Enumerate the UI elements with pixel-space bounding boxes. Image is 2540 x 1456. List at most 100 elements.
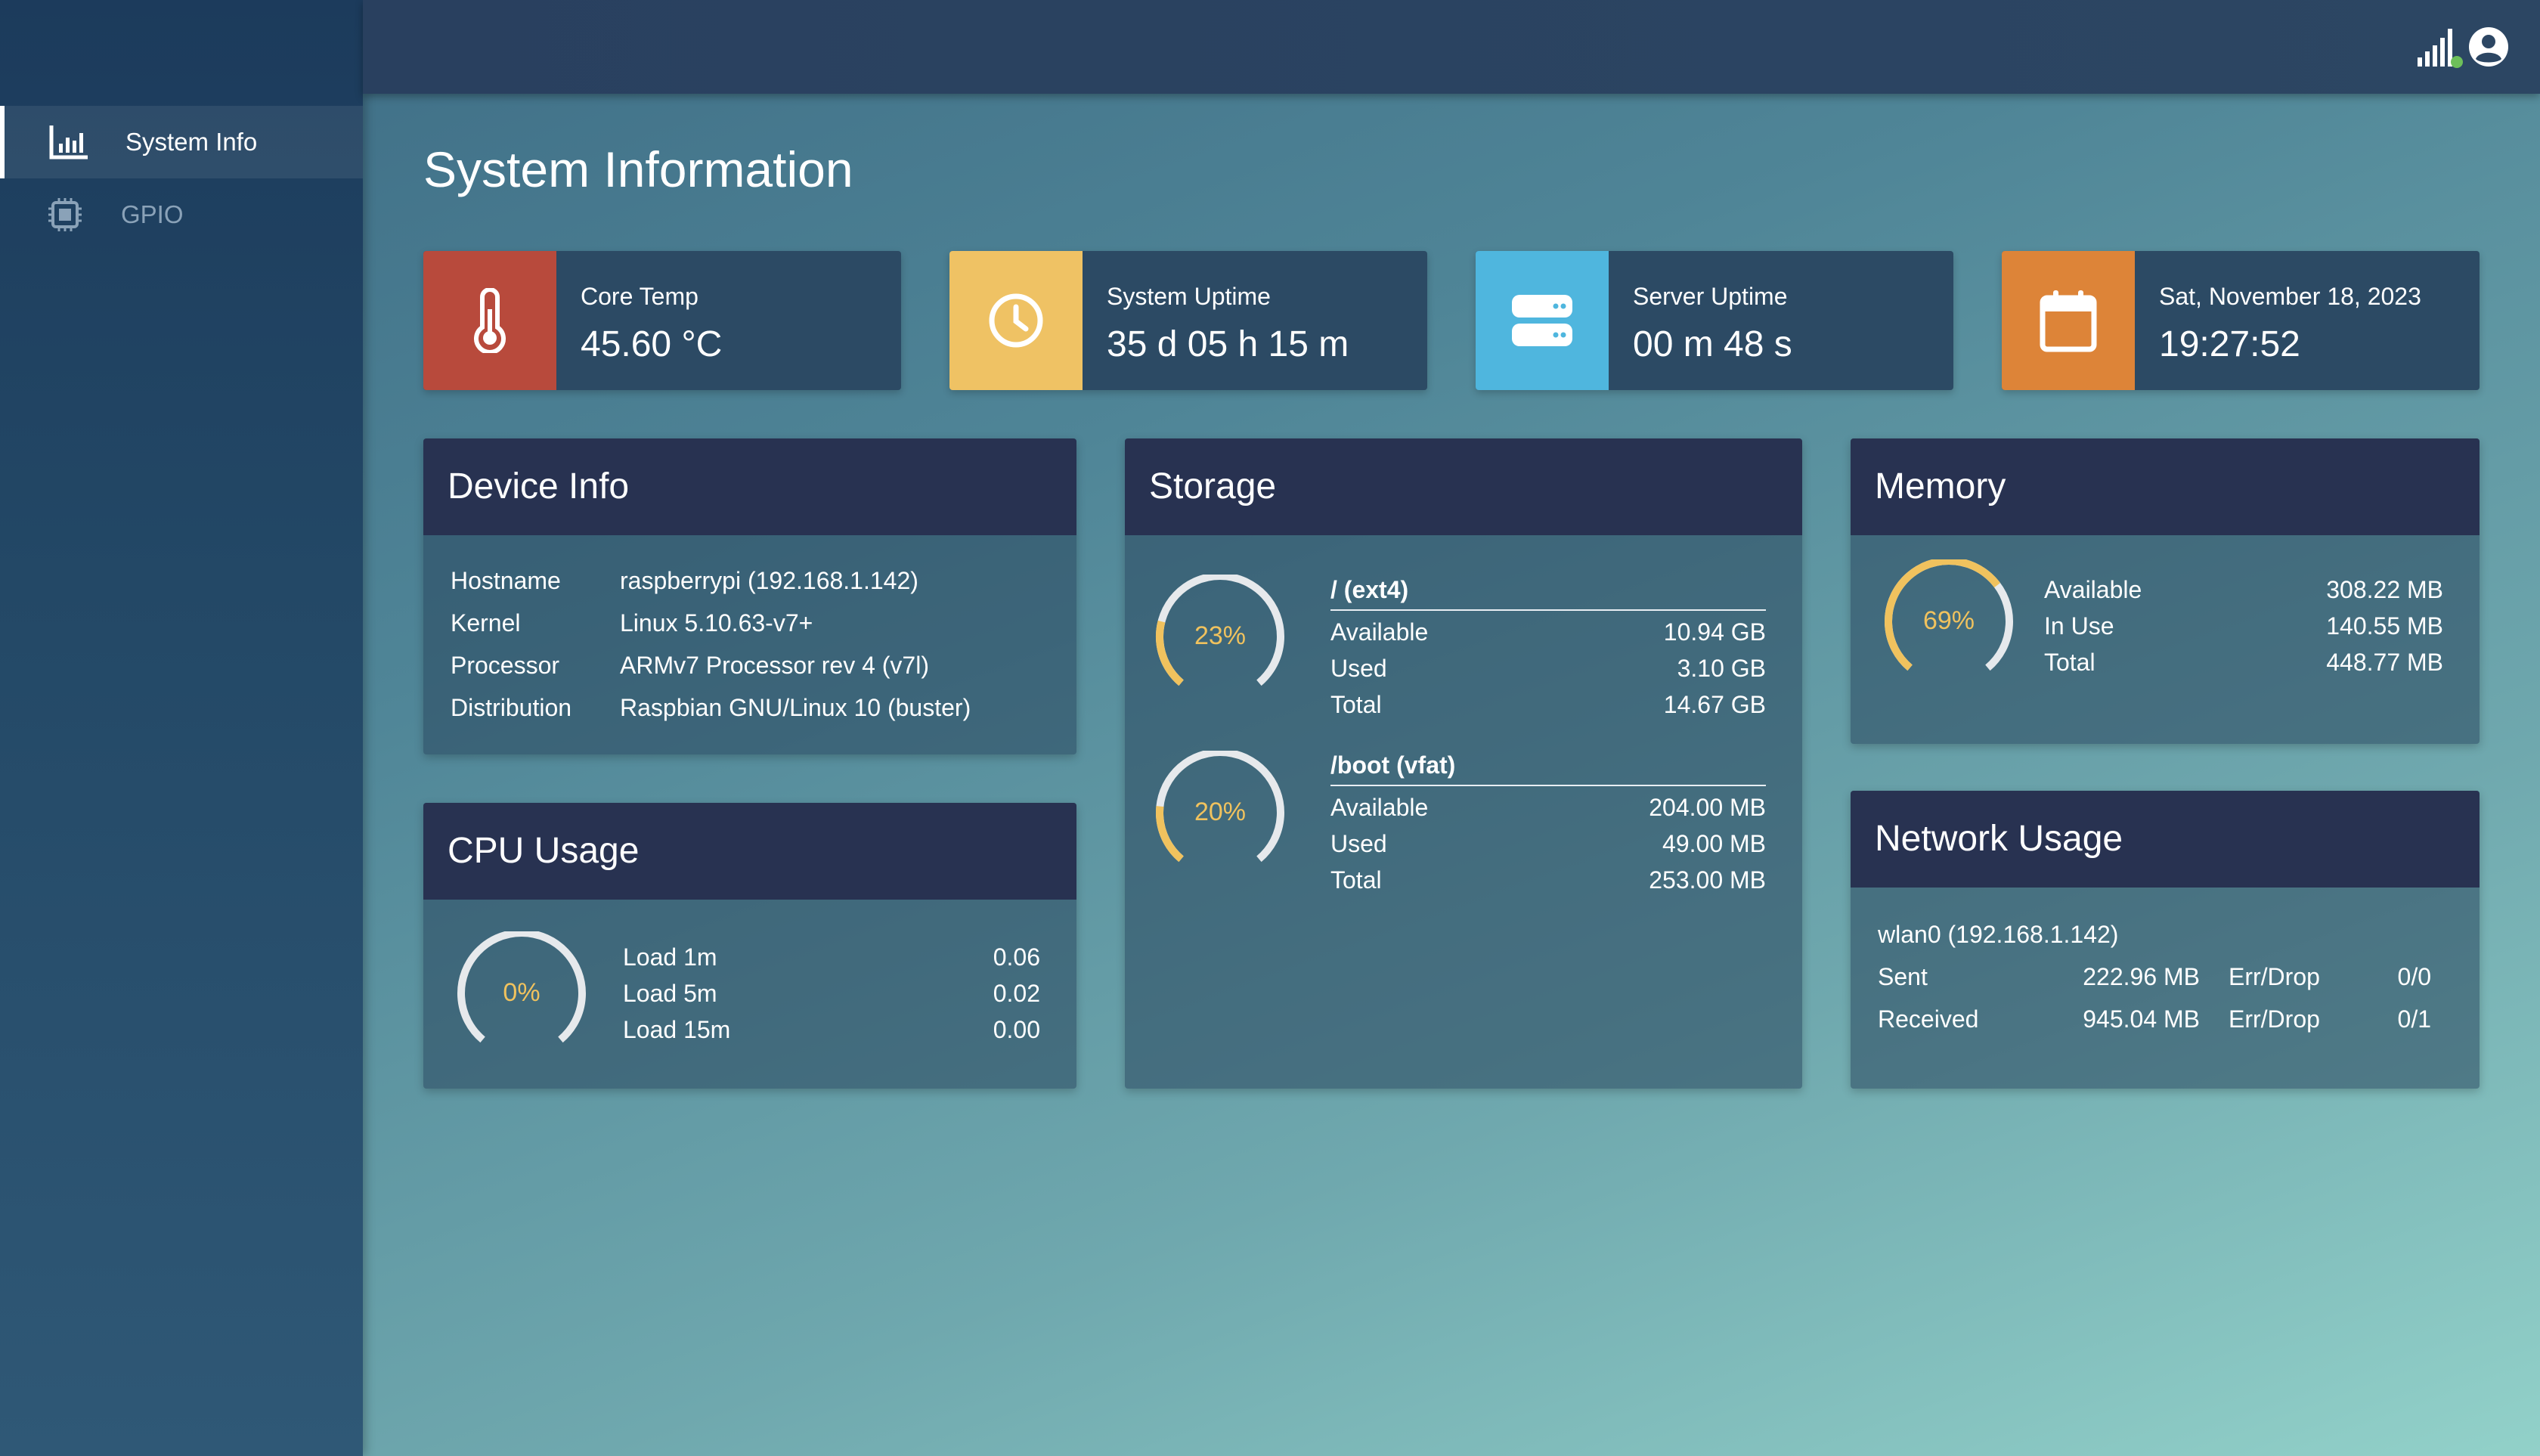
cpu-gauge-label: 0% (503, 978, 540, 1007)
load-5m-value: 0.02 (993, 980, 1040, 1007)
device-info-card: Device Info Hostname raspberrypi (192.16… (423, 438, 1076, 754)
kernel-value: Linux 5.10.63-v7+ (620, 609, 813, 637)
memory-total-value: 448.77 MB (2326, 649, 2443, 676)
network-usage-card: Network Usage wlan0 (192.168.1.142) Sent… (1851, 791, 2480, 1089)
hostname-value: raspberrypi (192.168.1.142) (620, 567, 918, 594)
card-title: Network Usage (1875, 819, 2123, 859)
boot-total-value: 253.00 MB (1649, 866, 1766, 894)
root-available-value: 10.94 GB (1663, 618, 1766, 646)
card-header: Network Usage (1851, 791, 2480, 888)
received-value: 945.04 MB (2083, 1005, 2200, 1033)
root-used-value: 3.10 GB (1677, 655, 1766, 682)
root-total-value: 14.67 GB (1663, 691, 1766, 718)
sidebar-item-label: GPIO (121, 200, 184, 228)
stat-value: 35 d 05 h 15 m (1107, 324, 1349, 364)
volume-name: / (ext4) (1330, 576, 1409, 603)
boot-used-label: Used (1330, 830, 1387, 857)
load-1m-value: 0.06 (993, 943, 1040, 971)
sidebar: System Info GPIO (0, 0, 363, 1456)
load-15m-value: 0.00 (993, 1016, 1040, 1043)
boot-available-value: 204.00 MB (1649, 794, 1766, 821)
stat-label: System Uptime (1107, 283, 1271, 310)
hostname-label: Hostname (451, 567, 561, 594)
storage-boot-gauge: 20% (1156, 751, 1284, 863)
root-used-label: Used (1330, 655, 1387, 682)
memory-available-value: 308.22 MB (2326, 576, 2443, 603)
storage-root-gauge: 23% (1156, 575, 1284, 686)
card-header: Device Info (423, 438, 1076, 535)
sidebar-item-label: System Info (125, 128, 258, 156)
signal-status-dot (2451, 56, 2463, 68)
stat-icon-box (1476, 251, 1609, 390)
divider (1330, 785, 1766, 786)
kernel-label: Kernel (451, 609, 521, 637)
memory-gauge: 69% (1885, 559, 2013, 671)
root-available-label: Available (1330, 618, 1429, 646)
received-label: Received (1878, 1005, 1979, 1033)
storage-boot-gauge-label: 20% (1194, 798, 1246, 826)
cpu-usage-card: CPU Usage 0% Load 1m 0.06 Load 5m 0.02 L… (423, 803, 1076, 1089)
boot-total-label: Total (1330, 866, 1382, 894)
stat-label: Sat, November 18, 2023 (2159, 283, 2421, 310)
distribution-value: Raspbian GNU/Linux 10 (buster) (620, 694, 971, 721)
card-title: Storage (1149, 466, 1277, 507)
load-1m-label: Load 1m (623, 943, 717, 971)
load-15m-label: Load 15m (623, 1016, 731, 1043)
stat-value: 45.60 °C (581, 324, 723, 364)
user-icon[interactable] (2467, 26, 2510, 68)
storage-card: Storage 23% / (ext4) Available 10.94 GB … (1125, 438, 1802, 1089)
signal-icon[interactable] (2416, 26, 2464, 70)
divider (1330, 609, 1766, 611)
stat-icon-box (2002, 251, 2135, 390)
memory-gauge-label: 69% (1923, 606, 1975, 635)
stat-server-uptime: Server Uptime 00 m 48 s (1476, 251, 1953, 390)
stat-date-time: Sat, November 18, 2023 19:27:52 (2002, 251, 2480, 390)
stat-icon-box (423, 251, 556, 390)
network-interface: wlan0 (192.168.1.142) (1878, 921, 2119, 948)
cpu-gauge: 0% (457, 931, 586, 1043)
top-bar (363, 0, 2540, 94)
sidebar-item-system-info[interactable]: System Info (0, 106, 363, 178)
clock-icon (989, 293, 1043, 348)
load-5m-label: Load 5m (623, 980, 717, 1007)
received-err-value: 0/1 (2397, 1005, 2431, 1033)
sent-err-label: Err/Drop (2229, 963, 2320, 990)
root-total-label: Total (1330, 691, 1382, 718)
processor-label: Processor (451, 652, 560, 679)
sent-label: Sent (1878, 963, 1928, 990)
stat-value: 00 m 48 s (1633, 324, 1792, 364)
chip-icon (48, 198, 82, 231)
stat-core-temp: Core Temp 45.60 °C (423, 251, 901, 390)
calendar-icon (2040, 290, 2097, 352)
server-icon (1512, 295, 1572, 346)
stat-system-uptime: System Uptime 35 d 05 h 15 m (949, 251, 1427, 390)
storage-root-gauge-label: 23% (1194, 621, 1246, 650)
card-header: Storage (1125, 438, 1802, 535)
bar-chart-icon (49, 125, 88, 160)
volume-name: /boot (vfat) (1330, 751, 1456, 779)
card-title: Memory (1875, 466, 2006, 507)
sent-err-value: 0/0 (2397, 963, 2431, 990)
stat-label: Server Uptime (1633, 283, 1788, 310)
memory-in-use-label: In Use (2044, 612, 2114, 640)
memory-total-label: Total (2044, 649, 2096, 676)
distribution-label: Distribution (451, 694, 572, 721)
thermometer-icon (474, 288, 506, 353)
stat-value: 19:27:52 (2159, 324, 2300, 364)
card-header: CPU Usage (423, 803, 1076, 900)
boot-used-value: 49.00 MB (1662, 830, 1766, 857)
stat-label: Core Temp (581, 283, 698, 310)
stat-icon-box (949, 251, 1083, 390)
page-title: System Information (423, 141, 853, 197)
sidebar-item-gpio[interactable]: GPIO (0, 178, 363, 251)
card-title: Device Info (448, 466, 630, 507)
boot-available-label: Available (1330, 794, 1429, 821)
card-title: CPU Usage (448, 831, 640, 871)
sent-value: 222.96 MB (2083, 963, 2200, 990)
processor-value: ARMv7 Processor rev 4 (v7l) (620, 652, 929, 679)
memory-available-label: Available (2044, 576, 2142, 603)
memory-card: Memory 69% Available 308.22 MB In Use 14… (1851, 438, 2480, 744)
memory-in-use-value: 140.55 MB (2326, 612, 2443, 640)
received-err-label: Err/Drop (2229, 1005, 2320, 1033)
card-header: Memory (1851, 438, 2480, 535)
